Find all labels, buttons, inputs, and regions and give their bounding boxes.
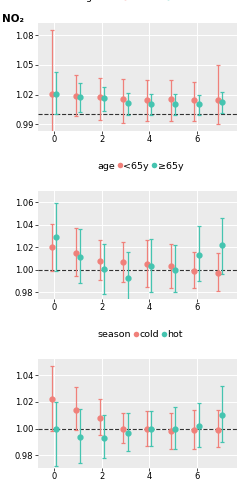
- Legend: season, cold, hot: season, cold, hot: [91, 329, 184, 340]
- Legend: gender, Female, male: gender, Female, male: [79, 0, 195, 4]
- Legend: age, <65y, ≥65y: age, <65y, ≥65y: [90, 160, 184, 172]
- Text: NO₂: NO₂: [2, 14, 25, 24]
